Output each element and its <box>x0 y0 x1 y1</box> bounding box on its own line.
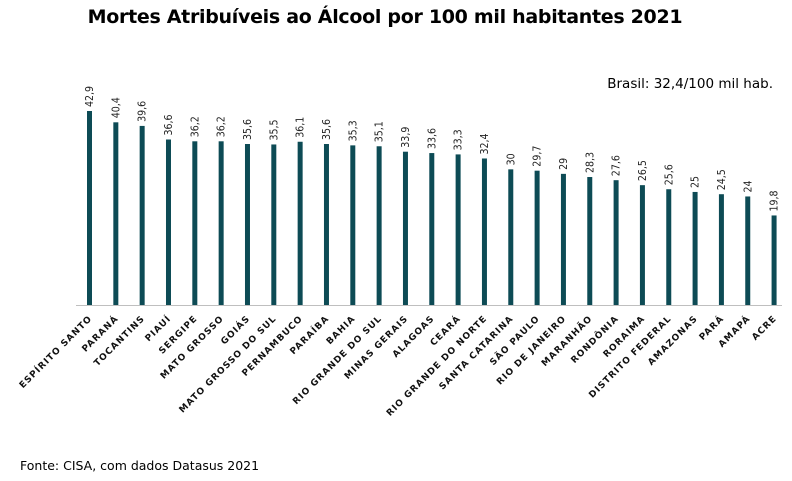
bar-value-label: 24,5 <box>716 169 728 190</box>
bar <box>455 154 461 305</box>
bar-value-label: 33,6 <box>426 128 438 149</box>
bar-value-label: 26,5 <box>637 160 649 181</box>
bar-value-label: 40,4 <box>110 97 122 118</box>
category-label: TOCANTINS <box>93 314 148 369</box>
bar-value-label: 25 <box>690 176 702 188</box>
bar <box>192 141 198 305</box>
bar <box>113 122 119 305</box>
bar <box>534 170 540 305</box>
bar-value-label: 42,9 <box>84 86 96 107</box>
national-average-note: Brasil: 32,4/100 mil hab. <box>607 76 773 92</box>
bar-value-label: 36,6 <box>163 114 175 135</box>
bar-value-label: 36,1 <box>295 117 307 138</box>
category-label: ESPÍRITO SANTO <box>16 313 94 391</box>
bar <box>560 173 566 305</box>
category-label: ACRE <box>750 314 779 343</box>
bar-value-label: 33,9 <box>400 127 412 148</box>
bar-value-label: 36,2 <box>189 116 201 137</box>
bar <box>139 125 145 305</box>
bar-value-label: 25,6 <box>663 164 675 185</box>
bar <box>508 169 514 305</box>
bar-value-label: 30 <box>505 153 517 165</box>
bar <box>718 194 724 305</box>
bar-value-label: 24 <box>742 180 754 192</box>
bar <box>87 111 92 305</box>
bar <box>745 196 751 305</box>
bar <box>165 139 171 305</box>
bar <box>771 215 777 305</box>
bar <box>639 185 645 305</box>
bar-value-label: 27,6 <box>611 155 623 176</box>
bar <box>692 191 698 305</box>
chart-title: Mortes Atribuíveis ao Álcool por 100 mil… <box>87 6 683 28</box>
bar <box>587 177 593 305</box>
bar <box>666 189 672 305</box>
bar-value-label: 28,3 <box>584 152 596 173</box>
bar <box>323 144 329 305</box>
bar-value-label: 29,7 <box>532 146 544 167</box>
category-label: MATO GROSSO DO SUL <box>178 314 279 415</box>
bar <box>271 144 277 305</box>
bar <box>350 145 356 305</box>
category-label: AMAZONAS <box>646 314 700 368</box>
bar <box>218 141 224 305</box>
bar-value-label: 29 <box>558 158 570 170</box>
bar <box>376 146 382 305</box>
bar-value-label: 35,5 <box>268 119 280 140</box>
bar-value-label: 19,8 <box>769 190 781 211</box>
bar-value-label: 35,6 <box>242 119 254 140</box>
bar <box>402 151 408 305</box>
bar <box>297 141 303 305</box>
source-note: Fonte: CISA, com dados Datasus 2021 <box>20 458 260 473</box>
bar <box>429 153 435 305</box>
bar-value-label: 32,4 <box>479 133 491 154</box>
bar-value-label: 39,6 <box>137 101 149 122</box>
bar-value-label: 33,3 <box>453 129 465 150</box>
bar-value-label: 36,2 <box>216 116 228 137</box>
bar <box>481 158 487 305</box>
bar-value-label: 35,6 <box>321 119 333 140</box>
bar <box>613 180 619 305</box>
bar-value-label: 35,1 <box>374 121 386 142</box>
bar <box>244 144 250 305</box>
bar-value-label: 35,3 <box>347 120 359 141</box>
